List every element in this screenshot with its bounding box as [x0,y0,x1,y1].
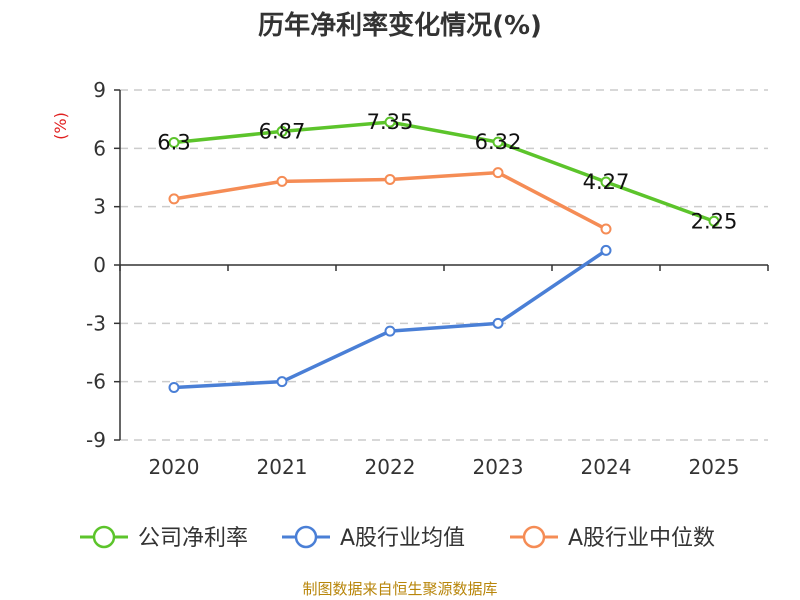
data-point [600,223,612,235]
legend-item-2[interactable]: A股行业均值 [282,525,465,551]
data-point [384,325,396,337]
legend-marker-icon [522,525,546,549]
y-tick-label: -6 [86,370,106,394]
data-point [492,167,504,179]
series-lines [168,116,720,393]
y-tick-label: 9 [93,78,106,102]
source-note: 制图数据来自恒生聚源数据库 [302,580,497,598]
series-line [173,120,715,223]
data-label: 6.87 [259,119,306,143]
legend-marker-icon [294,525,318,549]
data-label: 7.35 [367,110,414,134]
data-point [168,193,180,205]
data-label: 6.32 [475,130,522,154]
series-3 [168,167,612,235]
x-tick-label: 2024 [581,455,632,479]
series-2 [168,244,612,393]
data-point [276,376,288,388]
axes: 9 6 3 0 -3 -6 -9 2020 2021 2022 2023 2024 2025 [86,78,769,479]
x-tick-label: 2025 [689,455,740,479]
legend-marker-icon [92,525,116,549]
y-tick-label: 6 [93,136,106,160]
data-point [492,136,504,148]
chart-title: 历年净利率变化情况(%) [258,10,542,41]
data-point [276,125,288,137]
x-tick-label: 2020 [149,455,200,479]
data-label: 6.3 [157,131,190,155]
data-point [168,382,180,393]
legend-label: A股行业中位数 [568,526,715,551]
data-labels: 6.3 6.87 7.35 6.32 4.27 2.25 [157,110,737,233]
data-point [168,137,180,148]
legend-item-1[interactable]: 公司净利率 [80,525,248,551]
y-unit-label: (%) [51,112,70,140]
data-label: 2.25 [691,209,738,233]
data-label: 4.27 [583,170,630,194]
y-tick-label: 3 [93,195,106,219]
legend-item-3[interactable]: A股行业中位数 [510,525,715,551]
legend[interactable]: 公司净利率 A股行业均值 A股行业中位数 [80,525,715,551]
series-line [173,248,607,390]
x-tick-label: 2021 [257,455,308,479]
legend-label: A股行业均值 [340,526,465,551]
data-point [384,173,396,185]
series-1 [168,116,720,227]
data-point [708,215,720,227]
data-point [276,175,288,187]
y-tick-label: 0 [93,253,106,277]
legend-label: 公司净利率 [138,526,248,551]
grid-lines [120,89,768,441]
data-point [600,244,612,256]
data-point [384,116,396,128]
x-tick-label: 2022 [365,455,416,479]
data-point [600,176,612,188]
data-point [492,317,504,329]
y-tick-label: -3 [86,311,106,335]
y-tick-label: -9 [86,428,106,452]
x-tick-label: 2023 [473,455,524,479]
